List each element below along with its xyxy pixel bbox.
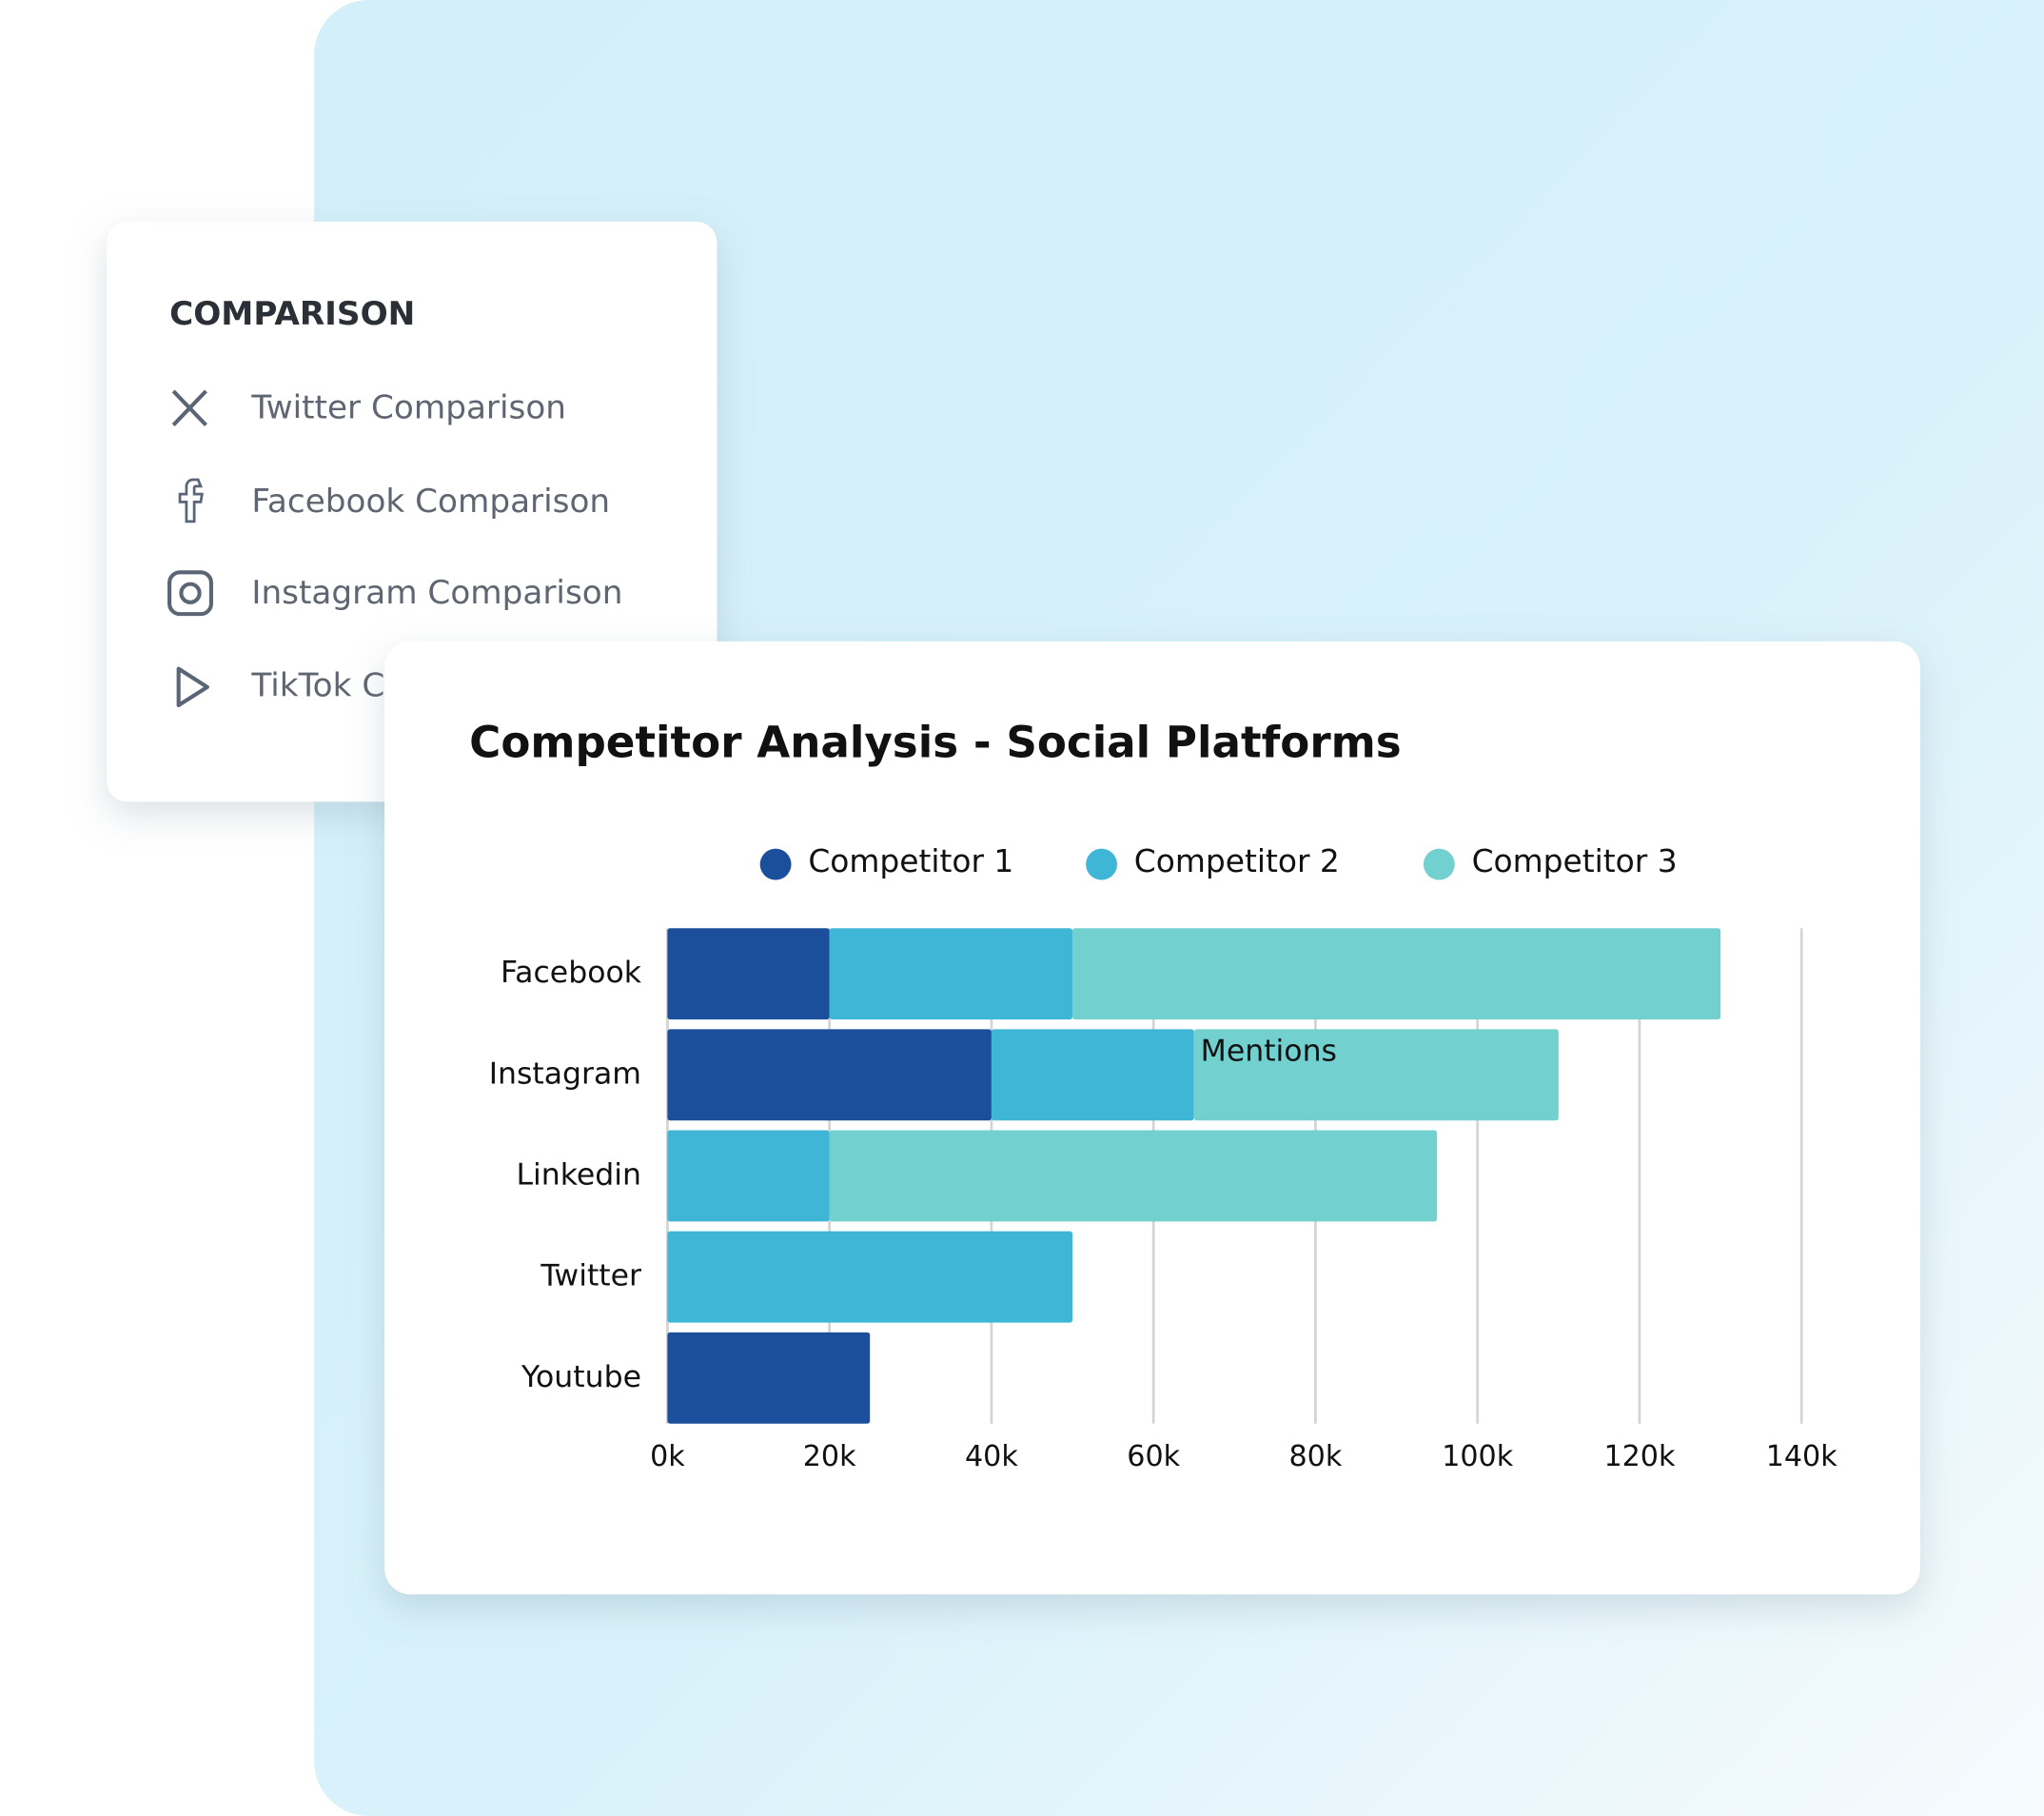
tiktok-icon [176,666,209,708]
menu-item[interactable]: Twitter Comparison [250,389,566,427]
annotation: Mentions [1201,1034,1337,1068]
instagram-icon-lens [179,582,202,604]
x-icon [171,389,207,426]
facebook-icon [178,478,204,523]
x-tick-label: 60k [1127,1440,1180,1473]
bar-segment [667,1029,992,1121]
bar-segment [667,1231,1073,1323]
x-tick-label: 140k [1766,1440,1838,1473]
legend-label: Competitor 2 [1134,842,1340,879]
bar-segment [667,928,830,1020]
y-tick-label: Twitter [540,1259,641,1293]
legend-swatch [1423,848,1455,880]
y-tick-label: Facebook [501,956,642,990]
chart-title: Competitor Analysis - Social Platforms [469,717,1401,767]
legend-swatch [1086,848,1118,880]
x-tick-label: 80k [1289,1440,1343,1473]
x-tick-label: 40k [965,1440,1018,1473]
y-tick-label: Youtube [521,1360,641,1394]
card-title: COMPARISON [169,295,415,333]
legend-label: Competitor 1 [808,842,1013,879]
instagram-icon [167,570,213,617]
y-tick-label: Instagram [489,1056,641,1091]
menu-item[interactable]: Facebook Comparison [251,483,610,521]
bar-segment [667,1332,871,1424]
x-tick-label: 100k [1442,1440,1514,1473]
x-tick-label: 20k [803,1440,856,1473]
bar-segment [991,1029,1194,1121]
bar-segment [1193,1029,1559,1121]
bar-segment [829,928,1073,1020]
x-tick-label: 0k [650,1440,685,1473]
bar-segment [829,1130,1438,1222]
legend-swatch [759,848,792,880]
menu-item[interactable]: Instagram Comparison [251,574,622,612]
chart-card: Competitor Analysis - Social Platforms 0… [384,641,1920,1595]
bar-segment [1072,928,1721,1020]
y-tick-label: Linkedin [516,1157,640,1192]
legend-label: Competitor 3 [1472,842,1678,879]
x-tick-label: 120k [1603,1440,1676,1473]
bar-segment [667,1130,830,1222]
